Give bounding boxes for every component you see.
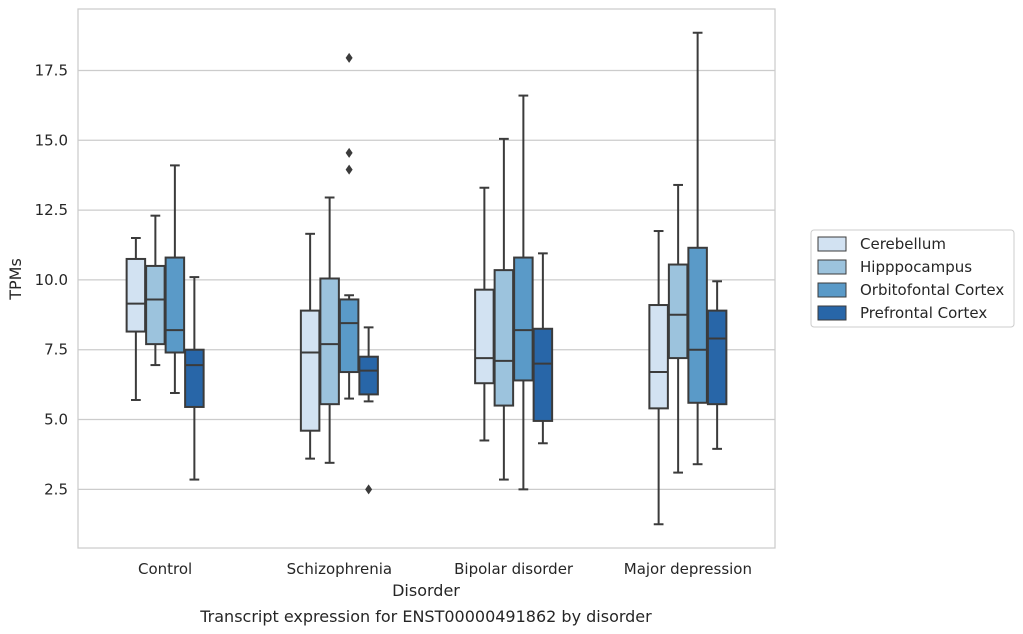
x-tick-labels: Control Schizophrenia Bipolar disorder Majo… <box>138 560 752 578</box>
outlier-marker <box>345 147 353 158</box>
category-group <box>648 31 728 526</box>
outlier-marker <box>365 484 373 495</box>
legend-swatch <box>817 305 847 321</box>
legend-swatch <box>817 236 847 252</box>
box-iqr <box>667 263 689 360</box>
box-iqr <box>319 277 340 406</box>
legend: Cerebellum Hipppocampus Orbitofontal Corte… <box>810 229 1015 328</box>
outlier-marker <box>345 164 353 175</box>
box-cerebellum <box>474 186 495 442</box>
category-group <box>125 164 205 481</box>
x-axis-title: Disorder <box>392 581 460 600</box>
x-tick-label: Bipolar disorder <box>454 560 574 578</box>
box-iqr <box>358 355 379 396</box>
x-tick-label: Control <box>138 560 192 578</box>
box-orbitofontal-cortex <box>164 164 186 395</box>
legend-swatch <box>817 282 847 298</box>
box-prefrontal-cortex <box>184 276 205 481</box>
box-iqr <box>125 257 147 333</box>
legend-swatch <box>817 259 847 275</box>
box-iqr <box>474 288 495 385</box>
box-iqr <box>648 304 669 410</box>
box-iqr <box>532 327 554 422</box>
box-cerebellum <box>125 237 147 401</box>
plot-frame <box>77 8 776 549</box>
legend-item: Hipppocampus <box>817 258 972 276</box>
legend-label: Orbitofontal Cortex <box>860 281 1004 299</box>
box-prefrontal-cortex <box>532 252 554 445</box>
outlier-marker <box>345 52 353 63</box>
box-orbitofontal-cortex <box>513 94 534 491</box>
box-iqr <box>145 264 166 346</box>
box-iqr <box>706 309 728 406</box>
category-group <box>299 52 379 495</box>
y-tick-label: 17.5 <box>35 61 68 79</box>
legend-label: Prefrontal Cortex <box>860 304 987 322</box>
x-tick-label: Schizophrenia <box>287 560 392 578</box>
chart-caption: Transcript expression for ENST0000049186… <box>199 607 652 626</box>
legend-label: Cerebellum <box>860 235 946 253</box>
box-iqr <box>164 256 186 354</box>
box-iqr <box>687 246 708 404</box>
box-cerebellum <box>648 230 669 526</box>
legend-item: Cerebellum <box>817 235 946 253</box>
box-iqr <box>299 309 321 432</box>
y-tick-label: 7.5 <box>44 341 68 359</box>
legend-item: Orbitofontal Cortex <box>817 281 1004 299</box>
box-iqr <box>513 256 534 382</box>
y-tick-label: 15.0 <box>35 131 68 149</box>
y-tick-label: 5.0 <box>44 411 68 429</box>
box-groups <box>125 31 728 526</box>
x-tick-label: Major depression <box>624 560 752 578</box>
y-tick-labels: 2.5 5.0 7.5 10.0 12.5 15.0 17.5 <box>35 61 68 498</box>
y-tick-label: 2.5 <box>44 480 68 498</box>
box-prefrontal-cortex <box>358 326 379 495</box>
legend-frame <box>810 229 1015 328</box>
box-orbitofontal-cortex <box>338 52 360 400</box>
box-iqr <box>184 348 205 408</box>
y-axis-title: TPMs <box>6 258 25 301</box>
legend-item: Prefrontal Cortex <box>817 304 987 322</box>
y-tick-label: 12.5 <box>35 201 68 219</box>
y-tick-label: 10.0 <box>35 271 68 289</box>
legend-label: Hipppocampus <box>860 258 972 276</box>
box-iqr <box>493 269 515 407</box>
category-group <box>474 94 554 491</box>
box-prefrontal-cortex <box>706 280 728 450</box>
box-iqr <box>338 298 360 374</box>
